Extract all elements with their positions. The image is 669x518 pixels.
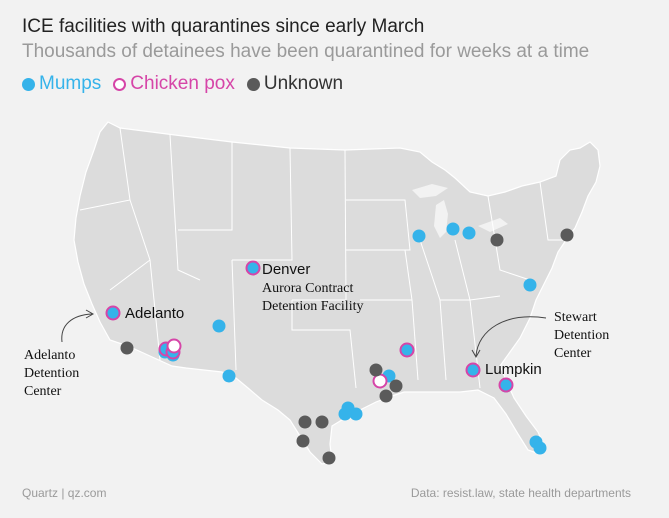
legend-label-mumps: Mumps — [39, 73, 102, 94]
border-line — [487, 195, 531, 281]
chickenpox-swatch-icon — [113, 77, 127, 91]
border-line — [454, 239, 471, 301]
legend-label-unknown: Unknown — [263, 73, 344, 94]
adelanto-arrowhead-icon — [85, 309, 95, 319]
label-adelanto-center-line3: Center — [24, 384, 62, 399]
unknown-marker — [298, 415, 312, 429]
label-lumpkin: Lumpkin — [485, 361, 542, 378]
mumps-chickenpox-marker — [105, 305, 121, 321]
border-line — [232, 147, 293, 261]
map-labels: Adelanto Denver Aurora Contract Detentio… — [24, 261, 609, 399]
mumps-marker — [533, 441, 547, 455]
legend-item-unknown: Unknown — [246, 73, 344, 95]
mumps-marker — [349, 407, 363, 421]
mumps-chickenpox-marker — [465, 362, 481, 378]
mumps-marker — [212, 319, 226, 333]
chart-title: ICE facilities with quarantines since ea… — [22, 16, 425, 37]
unknown-marker — [315, 415, 329, 429]
legend-item-chickenpox: Chicken pox — [113, 73, 235, 95]
stewart-arrow — [475, 316, 547, 357]
legend-item-mumps: Mumps — [22, 73, 101, 95]
stewart-arrowhead-icon — [471, 349, 481, 359]
unknown-marker — [322, 451, 336, 465]
label-stewart-line2: Detention — [554, 328, 609, 343]
mumps-marker — [523, 278, 537, 292]
mumps-swatch-icon — [22, 77, 35, 91]
unknown-marker — [560, 228, 574, 242]
border-line — [539, 181, 566, 241]
unknown-marker — [296, 434, 310, 448]
label-adelanto: Adelanto — [125, 305, 184, 322]
legend: Mumps Chicken pox Unknown — [22, 73, 343, 95]
border-line — [419, 239, 501, 301]
label-stewart-line1: Stewart — [554, 310, 597, 325]
mumps-chickenpox-marker — [399, 342, 415, 358]
label-denver: Denver — [262, 261, 310, 278]
lake-superior-shape — [412, 184, 448, 198]
mumps-marker — [462, 226, 476, 240]
source-credit: Quartz | qz.com — [22, 486, 107, 500]
contiguous-us-shape — [73, 121, 601, 465]
mumps-chickenpox-marker — [498, 377, 514, 393]
border-line — [292, 149, 347, 301]
unknown-marker — [369, 363, 383, 377]
border-line — [178, 142, 233, 231]
mumps-marker — [446, 222, 460, 236]
mumps-marker — [338, 407, 352, 421]
unknown-marker — [379, 389, 393, 403]
adelanto-arrow — [61, 313, 93, 343]
label-adelanto-center-line1: Adelanto — [24, 348, 75, 363]
unknown-marker — [120, 341, 134, 355]
legend-label-chickenpox: Chicken pox — [130, 73, 235, 94]
label-aurora-line1: Aurora Contract — [262, 281, 353, 296]
border-line — [346, 199, 411, 251]
label-stewart-line3: Center — [554, 346, 592, 361]
mumps-marker — [222, 369, 236, 383]
unknown-swatch-icon — [246, 77, 260, 91]
label-adelanto-center-line2: Detention — [24, 366, 79, 381]
border-line — [439, 299, 447, 381]
unknown-marker — [490, 233, 504, 247]
chickenpox-marker — [166, 338, 182, 354]
annotation-arrows — [61, 309, 547, 359]
border-line — [231, 259, 237, 371]
label-aurora-line2: Detention Facility — [262, 299, 363, 314]
unknown-marker — [389, 379, 403, 393]
facility-points — [105, 222, 574, 465]
mumps-marker — [412, 229, 426, 243]
lake-michigan-shape — [434, 200, 448, 238]
chart-subtitle: Thousands of detainees have been quarant… — [22, 41, 590, 62]
border-line — [291, 300, 357, 389]
mumps-chickenpox-marker — [245, 260, 261, 276]
border-line — [411, 299, 419, 381]
state-borders — [79, 127, 566, 389]
data-source: Data: resist.law, state health departmen… — [410, 486, 631, 500]
border-line — [149, 259, 161, 361]
border-line — [169, 134, 201, 281]
